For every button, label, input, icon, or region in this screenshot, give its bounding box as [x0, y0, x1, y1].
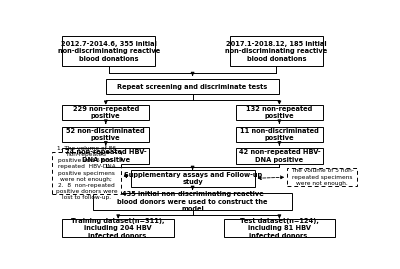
Text: 229 non-repeated
positive: 229 non-repeated positive	[73, 106, 139, 119]
FancyBboxPatch shape	[62, 105, 149, 120]
Text: 2017.1-2018.12, 185 initial
non-discriminating reactive
blood donations: 2017.1-2018.12, 185 initial non-discrimi…	[225, 41, 328, 62]
Text: Test dataset(n=124),
including 81 HBV
infected donors.: Test dataset(n=124), including 81 HBV in…	[240, 218, 319, 239]
Text: Supplementary assays and Follow-up
study: Supplementary assays and Follow-up study	[124, 172, 262, 185]
Text: 435 initial non-discriminating reactive
blood donors were used to construct the
: 435 initial non-discriminating reactive …	[117, 191, 268, 212]
FancyBboxPatch shape	[236, 126, 323, 142]
Text: 2012.7-2014.6, 355 initial
non-discriminating reactive
blood donations: 2012.7-2014.6, 355 initial non-discrimin…	[58, 41, 160, 62]
Text: 52 non-discriminated
positive: 52 non-discriminated positive	[66, 128, 145, 141]
FancyBboxPatch shape	[224, 219, 335, 237]
FancyBboxPatch shape	[62, 219, 174, 237]
Text: 74 non-repeated HBV-
DNA positive: 74 non-repeated HBV- DNA positive	[65, 149, 147, 163]
Text: 1. The volume of 86
non-repeated
positive and 6 non-
repeated  HBV-DNA
positive : 1. The volume of 86 non-repeated positiv…	[56, 146, 117, 200]
FancyBboxPatch shape	[236, 148, 323, 164]
Text: The volume of 5 non-
repeated specimens
were not enough.: The volume of 5 non- repeated specimens …	[290, 168, 354, 186]
FancyBboxPatch shape	[62, 36, 155, 66]
FancyBboxPatch shape	[230, 36, 323, 66]
Text: Repeat screening and discriminate tests: Repeat screening and discriminate tests	[118, 84, 268, 90]
FancyBboxPatch shape	[287, 168, 357, 186]
Text: 42 non-repeated HBV-
DNA positive: 42 non-repeated HBV- DNA positive	[238, 149, 320, 163]
FancyBboxPatch shape	[131, 170, 255, 187]
FancyBboxPatch shape	[62, 126, 149, 142]
FancyBboxPatch shape	[106, 79, 279, 94]
Text: Training dataset(n=311),
including 204 HBV
infected donors.: Training dataset(n=311), including 204 H…	[72, 218, 165, 239]
FancyBboxPatch shape	[94, 193, 292, 210]
FancyBboxPatch shape	[52, 153, 121, 194]
FancyBboxPatch shape	[62, 148, 149, 164]
Text: 132 non-repeated
positive: 132 non-repeated positive	[246, 106, 312, 119]
FancyBboxPatch shape	[236, 105, 323, 120]
Text: 11 non-discriminated
positive: 11 non-discriminated positive	[240, 128, 319, 141]
